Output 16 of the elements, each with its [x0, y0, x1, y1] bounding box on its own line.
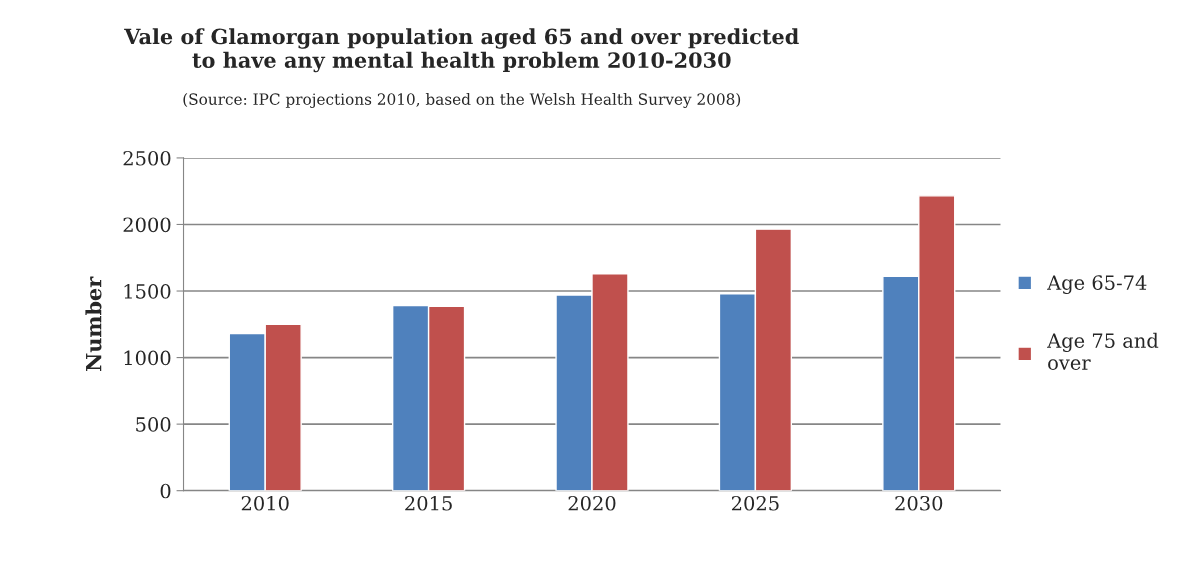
x-tick-label: 2025 [731, 495, 779, 511]
y-tick-label: 1000 [124, 350, 171, 366]
legend-label: Age 65-74 [1047, 275, 1147, 294]
y-axis-title: Number [85, 276, 102, 371]
x-tick-label: 2010 [241, 495, 289, 511]
chart-subtitle: (Source: IPC projections 2010, based on the Welsh Health Survey 2008) [183, 93, 741, 109]
y-tick-label: 2500 [123, 150, 171, 166]
legend-label: Age 75 and over [1047, 332, 1159, 370]
y-tick-label: 1500 [124, 283, 171, 299]
chart-title: Vale of Glamorgan population aged 65 and over predicted to have any mental health problem 2010-2030 [124, 28, 799, 73]
x-tick-label: 2030 [895, 495, 943, 511]
y-tick-label: 500 [136, 417, 171, 432]
x-tick-label: 2020 [568, 495, 616, 511]
y-tick-label: 2000 [123, 217, 171, 233]
y-tick-label: 0 [160, 483, 171, 499]
x-tick-label: 2015 [405, 495, 452, 511]
